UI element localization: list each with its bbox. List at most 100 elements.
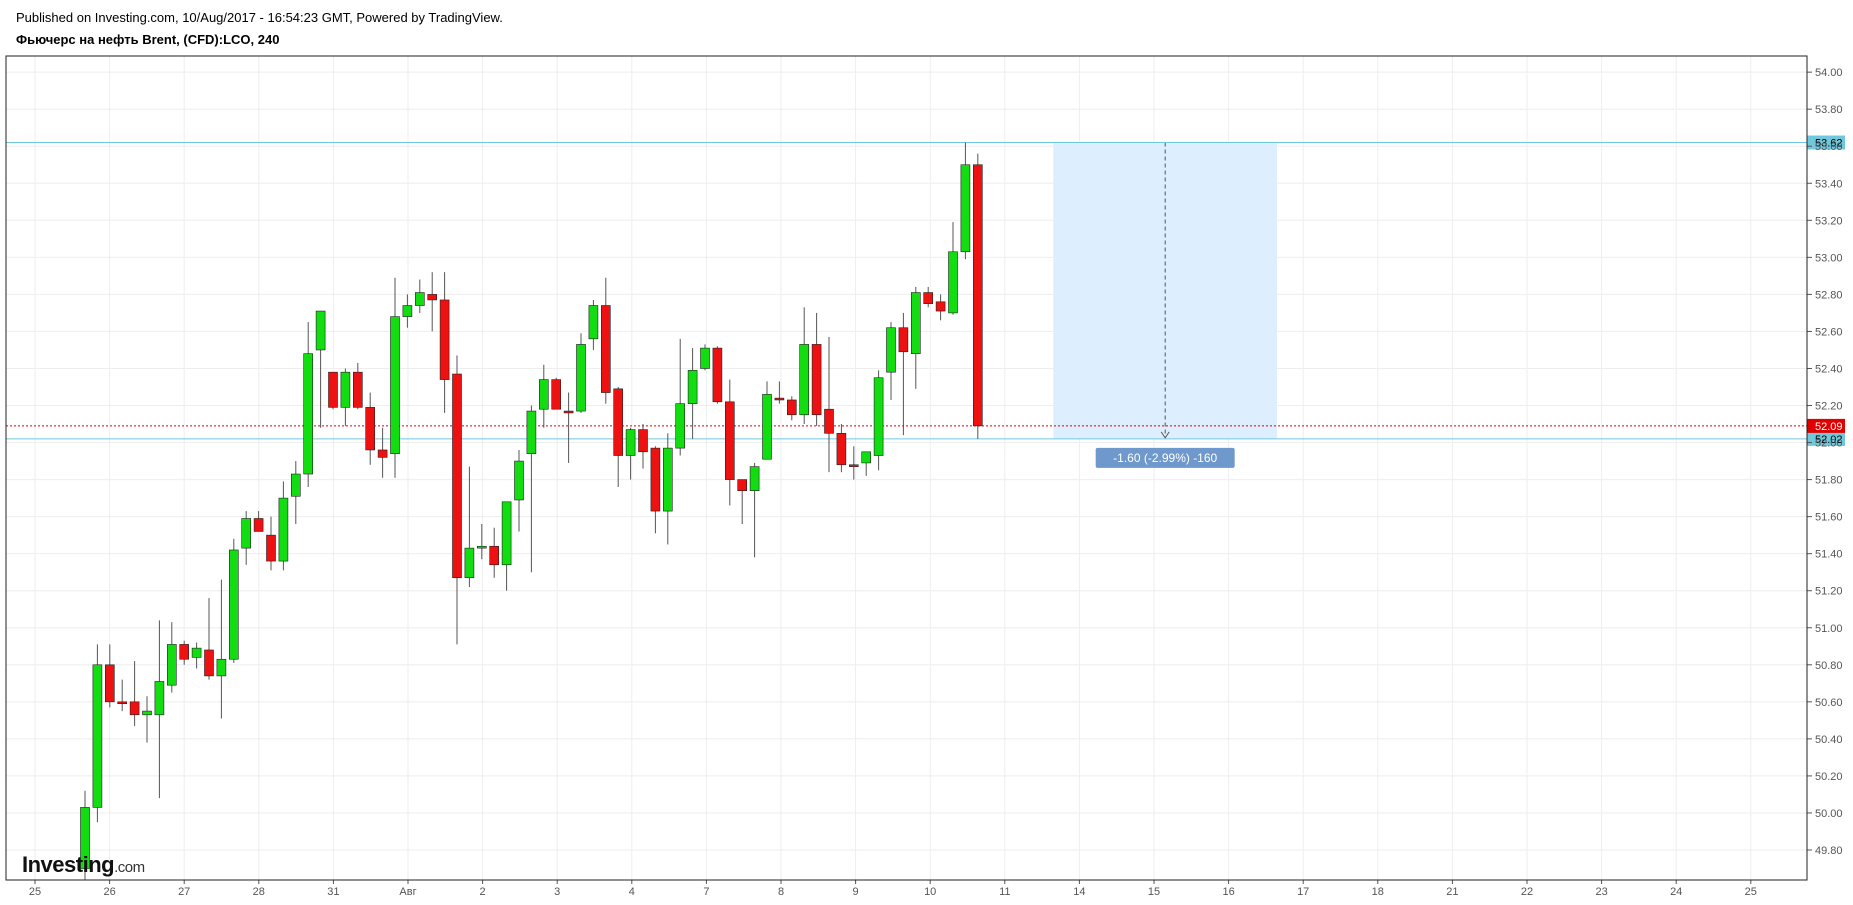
candle — [191, 647, 202, 658]
x-tick-label: 25 — [1745, 886, 1757, 898]
candle — [762, 394, 772, 460]
y-tick-label: 50.20 — [1815, 771, 1843, 783]
candle — [501, 501, 512, 566]
x-tick-label: 17 — [1297, 886, 1309, 898]
candle — [80, 807, 90, 869]
y-tick-label: 53.60 — [1815, 141, 1843, 153]
candle — [948, 251, 958, 314]
price-badge-label: 53.62 — [1815, 138, 1843, 150]
x-tick-label: 27 — [178, 886, 190, 898]
candle — [179, 644, 189, 660]
candle — [662, 447, 673, 512]
candle — [414, 292, 425, 306]
candle — [861, 451, 872, 464]
candle — [278, 497, 289, 562]
grid — [6, 56, 1807, 880]
y-tick-label: 51.20 — [1815, 586, 1843, 598]
candle — [799, 344, 810, 416]
y-tick-label: 51.00 — [1815, 623, 1843, 635]
candle — [377, 449, 388, 458]
price-badge-bg — [1807, 135, 1845, 150]
candle — [340, 371, 351, 408]
candle — [972, 164, 983, 427]
price-range-measure: -1.60 (-2.99%) -160 — [1053, 142, 1278, 468]
y-tick-label: 53.80 — [1815, 104, 1843, 116]
candle — [365, 407, 376, 451]
candle — [600, 305, 611, 393]
candle — [303, 353, 314, 475]
candle — [588, 305, 599, 340]
logo-suffix: .com — [114, 859, 145, 876]
y-tick-label: 53.20 — [1815, 215, 1843, 227]
y-tick-label: 52.40 — [1815, 363, 1843, 375]
candle — [328, 371, 338, 408]
candle — [452, 373, 462, 579]
candle — [142, 710, 152, 716]
candle — [352, 371, 363, 408]
candle — [526, 410, 537, 454]
candle — [638, 429, 648, 453]
x-tick-label: 10 — [924, 886, 936, 898]
y-tick-label: 52.00 — [1815, 438, 1843, 450]
y-tick-label: 51.80 — [1815, 475, 1843, 487]
x-tick-label: 3 — [554, 886, 560, 898]
candle — [960, 164, 971, 253]
candle — [650, 447, 661, 512]
y-tick-label: 49.80 — [1815, 845, 1843, 857]
x-tick-label: 11 — [999, 886, 1010, 898]
y-tick-label: 50.00 — [1815, 808, 1843, 820]
x-tick-label: 16 — [1222, 886, 1234, 898]
candles — [80, 142, 983, 880]
candle — [105, 664, 115, 703]
candle — [724, 401, 735, 480]
x-tick-label: 25 — [29, 886, 41, 898]
x-tick-label: 7 — [703, 886, 709, 898]
x-tick-label: 24 — [1670, 886, 1682, 898]
y-tick-label: 51.60 — [1815, 512, 1843, 524]
candle — [117, 701, 127, 704]
candle — [538, 379, 549, 410]
price-badge-label: 52.02 — [1815, 434, 1843, 446]
investing-logo: Investing.com — [22, 852, 145, 878]
y-tick-label: 54.00 — [1815, 67, 1843, 79]
candle — [390, 316, 400, 454]
candle — [576, 344, 586, 412]
candle — [786, 399, 797, 416]
candle — [836, 432, 847, 466]
y-tick-label: 53.00 — [1815, 252, 1843, 264]
current-price-badge-label: 52.09 — [1815, 421, 1843, 433]
y-tick-label: 51.40 — [1815, 549, 1843, 561]
y-tick-label: 52.20 — [1815, 401, 1843, 413]
candle — [700, 347, 710, 369]
candle — [712, 347, 723, 403]
price-range-label: -1.60 (-2.99%) -160 — [1113, 451, 1217, 465]
candle — [402, 305, 413, 317]
candle — [92, 664, 103, 808]
candle — [625, 429, 636, 456]
y-tick-label: 52.60 — [1815, 326, 1843, 338]
x-tick-label: 21 — [1446, 886, 1458, 898]
y-tick-label: 50.40 — [1815, 734, 1843, 746]
candle — [464, 547, 475, 579]
candle — [204, 649, 214, 677]
candle — [154, 681, 165, 716]
candle — [613, 388, 624, 456]
x-tick-label: 14 — [1073, 886, 1085, 898]
x-tick-label: 8 — [778, 886, 784, 898]
price-badge-bg — [1807, 431, 1845, 446]
y-tick-label: 52.80 — [1815, 289, 1843, 301]
candle — [737, 479, 748, 492]
current-price-badge-bg — [1807, 418, 1845, 433]
candle — [476, 545, 487, 549]
candle — [923, 292, 934, 304]
candle — [489, 545, 500, 566]
x-tick-label: 9 — [853, 886, 859, 898]
candle — [824, 408, 834, 434]
x-tick-label: 4 — [629, 886, 635, 898]
y-tick-label: 53.40 — [1815, 178, 1843, 190]
candle — [935, 301, 946, 312]
x-tick-label: 15 — [1148, 886, 1160, 898]
x-tick-label: 28 — [253, 886, 265, 898]
